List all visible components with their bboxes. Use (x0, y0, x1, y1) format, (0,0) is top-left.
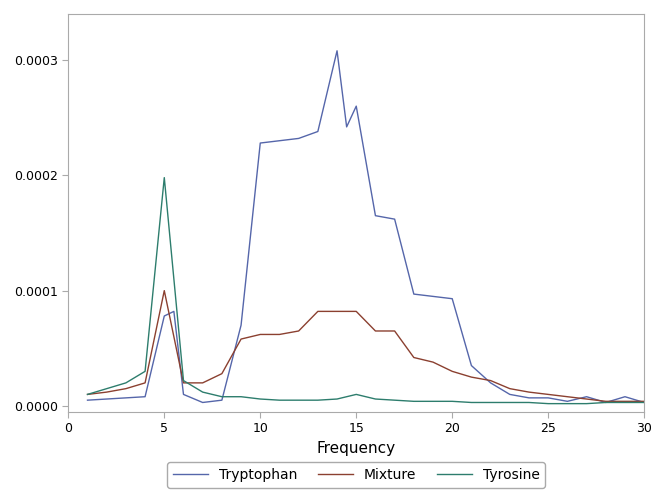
Tyrosine (179, 378, 187, 384)
Mixture (505, 386, 513, 392)
Mixture (198, 380, 206, 386)
Tryptophan (161, 313, 168, 319)
Mixture (294, 328, 302, 334)
Tryptophan (487, 380, 495, 386)
Mixture (544, 392, 552, 398)
Tyrosine (525, 400, 533, 406)
Tyrosine (544, 400, 552, 406)
Tryptophan (602, 400, 610, 406)
Mixture (468, 374, 476, 380)
Tyrosine (237, 394, 245, 400)
Mixture (161, 288, 168, 294)
Tyrosine (352, 392, 360, 398)
Tryptophan (505, 392, 513, 398)
Tyrosine (468, 400, 476, 406)
Tryptophan (83, 397, 91, 403)
Mixture (256, 332, 264, 338)
Tyrosine (122, 380, 130, 386)
Tryptophan (103, 396, 111, 402)
Mixture (563, 394, 571, 400)
Tyrosine (583, 400, 591, 406)
Tyrosine (487, 400, 495, 406)
Tryptophan (276, 138, 284, 143)
Tryptophan (198, 400, 206, 406)
Tryptophan (563, 398, 571, 404)
Tryptophan (122, 395, 130, 401)
Legend: Tryptophan, Mixture, Tyrosine: Tryptophan, Mixture, Tyrosine (167, 462, 545, 487)
Line: Tyrosine: Tyrosine (87, 178, 644, 404)
Tyrosine (198, 389, 206, 395)
Mixture (410, 354, 418, 360)
Mixture (525, 389, 533, 395)
Tryptophan (468, 362, 476, 368)
Tyrosine (314, 397, 322, 403)
Tryptophan (314, 128, 322, 134)
Tryptophan (333, 48, 341, 54)
Tyrosine (294, 397, 302, 403)
Tryptophan (448, 296, 456, 302)
Tryptophan (391, 216, 399, 222)
Mixture (448, 368, 456, 374)
Tryptophan (179, 392, 187, 398)
Mixture (141, 380, 149, 386)
Tyrosine (640, 400, 648, 406)
Tyrosine (276, 397, 284, 403)
Mixture (83, 392, 91, 398)
Tryptophan (342, 124, 350, 130)
Tyrosine (372, 396, 380, 402)
Mixture (237, 336, 245, 342)
Tryptophan (352, 103, 360, 109)
Tyrosine (410, 398, 418, 404)
Tryptophan (372, 212, 380, 218)
Mixture (487, 378, 495, 384)
Mixture (352, 308, 360, 314)
Tryptophan (544, 395, 552, 401)
Line: Mixture: Mixture (87, 290, 644, 402)
Mixture (391, 328, 399, 334)
Tryptophan (583, 394, 591, 400)
Mixture (218, 370, 226, 376)
Mixture (583, 396, 591, 402)
Tyrosine (141, 368, 149, 374)
Tyrosine (448, 398, 456, 404)
Tyrosine (563, 400, 571, 406)
Mixture (333, 308, 341, 314)
Tryptophan (410, 291, 418, 297)
Tyrosine (161, 174, 168, 180)
Mixture (372, 328, 380, 334)
Mixture (602, 398, 610, 404)
Mixture (276, 332, 284, 338)
Mixture (179, 380, 187, 386)
Tyrosine (333, 396, 341, 402)
X-axis label: Frequency: Frequency (316, 440, 396, 456)
Tryptophan (170, 308, 178, 314)
Mixture (122, 386, 130, 392)
Tyrosine (505, 400, 513, 406)
Tryptophan (525, 395, 533, 401)
Tyrosine (391, 397, 399, 403)
Tryptophan (294, 136, 302, 141)
Mixture (429, 359, 437, 365)
Tryptophan (237, 322, 245, 328)
Tyrosine (103, 386, 111, 392)
Tyrosine (429, 398, 437, 404)
Line: Tryptophan: Tryptophan (87, 51, 644, 403)
Tyrosine (218, 394, 226, 400)
Tyrosine (621, 400, 629, 406)
Tryptophan (640, 400, 648, 406)
Mixture (621, 398, 629, 404)
Tryptophan (256, 140, 264, 146)
Tryptophan (141, 394, 149, 400)
Tyrosine (602, 400, 610, 406)
Tyrosine (256, 396, 264, 402)
Tyrosine (83, 392, 91, 398)
Mixture (314, 308, 322, 314)
Tryptophan (429, 294, 437, 300)
Tryptophan (218, 397, 226, 403)
Mixture (640, 398, 648, 404)
Tryptophan (621, 394, 629, 400)
Mixture (103, 389, 111, 395)
